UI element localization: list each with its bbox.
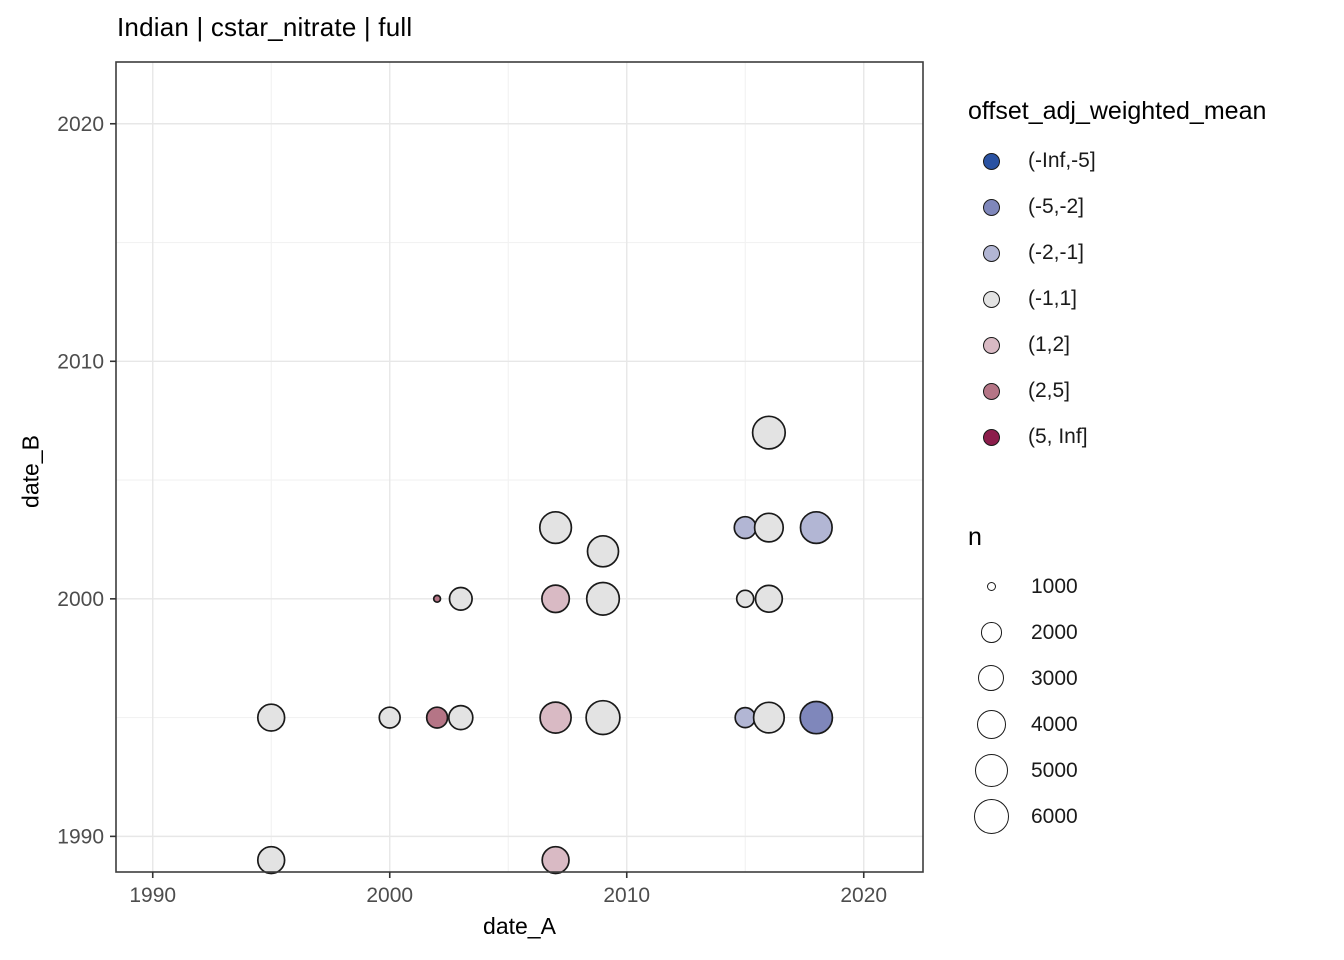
- legend-size-circle-icon: [976, 709, 1007, 740]
- size-legend-item: 3000: [968, 656, 1078, 702]
- legend-size-circle-icon: [973, 798, 1010, 835]
- data-point: [256, 703, 286, 732]
- data-point: [754, 584, 784, 614]
- legend-item-label: 4000: [1031, 713, 1078, 736]
- size-legend-item: 5000: [968, 748, 1078, 794]
- color-legend-item: (-1,1]: [968, 276, 1266, 322]
- data-point: [378, 706, 401, 729]
- legend-item-label: 5000: [1031, 759, 1078, 782]
- legend-item-label: (-Inf,-5]: [1028, 149, 1096, 172]
- data-point: [734, 706, 757, 729]
- data-point: [539, 701, 572, 734]
- legend-swatch-icon: [983, 244, 1000, 262]
- data-point: [735, 589, 755, 609]
- y-tick-label: 2000: [57, 588, 104, 611]
- legend-item-label: 3000: [1031, 667, 1078, 690]
- y-axis-title: date_B: [17, 435, 44, 508]
- y-tick-label: 2020: [57, 113, 104, 136]
- size-legend-items: 1000 2000 3000 4000 5000 6000: [968, 564, 1078, 840]
- legend-item-label: 2000: [1031, 621, 1078, 644]
- legend-size-circle-icon: [978, 665, 1005, 692]
- legend-size-circle-icon: [974, 753, 1009, 788]
- data-point: [538, 510, 573, 545]
- size-legend-item: 2000: [968, 610, 1078, 656]
- color-legend-item: (5, Inf]: [968, 414, 1266, 460]
- x-axis-title: date_A: [483, 913, 556, 939]
- color-legend-item: (-2,-1]: [968, 230, 1266, 276]
- color-legend-item: (1,2]: [968, 322, 1266, 368]
- legend-item-label: (-2,-1]: [1028, 241, 1085, 264]
- color-legend-title: offset_adj_weighted_mean: [968, 97, 1267, 125]
- size-legend: n 1000 2000 3000 4000 5000 6000: [968, 522, 1078, 840]
- tick-labels: 1990 2000 2010 2020 1990 2000 2010 2020: [57, 113, 887, 907]
- data-point: [753, 512, 785, 543]
- data-point: [752, 701, 786, 734]
- data-point: [799, 700, 834, 735]
- legend-swatch-icon: [983, 290, 1000, 308]
- legend-swatch-icon: [983, 382, 1000, 400]
- size-legend-title: n: [968, 523, 982, 551]
- axis-ticks: [110, 122, 865, 878]
- color-legend-item: (-5,-2]: [968, 184, 1266, 230]
- legend-item-label: (-1,1]: [1028, 287, 1078, 310]
- x-tick-label: 2020: [840, 884, 887, 907]
- data-point: [447, 704, 474, 731]
- legend-swatch-icon: [983, 152, 1000, 170]
- data-point: [256, 845, 286, 875]
- legend-swatch-icon: [983, 336, 1000, 354]
- data-point: [448, 586, 473, 611]
- data-point: [432, 594, 442, 604]
- data-point: [751, 415, 787, 450]
- data-point: [425, 706, 449, 729]
- legend-item-label: (5, Inf]: [1028, 425, 1088, 448]
- legend-item-label: (1,2]: [1028, 333, 1071, 356]
- data-point: [585, 581, 621, 616]
- x-tick-label: 1990: [129, 884, 176, 907]
- data-point: [585, 699, 621, 736]
- y-tick-label: 1990: [57, 825, 104, 848]
- size-legend-item: 1000: [968, 564, 1078, 610]
- gridlines: [116, 62, 923, 872]
- color-legend-item: (2,5]: [968, 368, 1266, 414]
- data-point: [541, 584, 571, 614]
- data-points: [256, 415, 834, 875]
- legend-item-label: (-5,-2]: [1028, 195, 1085, 218]
- data-point: [799, 510, 833, 545]
- x-tick-label: 2010: [603, 884, 650, 907]
- size-legend-item: 6000: [968, 794, 1078, 840]
- y-tick-label: 2010: [57, 350, 104, 373]
- legend-item-label: (2,5]: [1028, 379, 1071, 402]
- legend-size-circle-icon: [981, 622, 1002, 643]
- legend-item-label: 6000: [1031, 805, 1078, 828]
- chart-title: Indian | cstar_nitrate | full: [117, 12, 413, 42]
- size-legend-item: 4000: [968, 702, 1078, 748]
- color-legend: offset_adj_weighted_mean (-Inf,-5] (-5,-2…: [968, 96, 1266, 460]
- legend-swatch-icon: [983, 198, 1000, 216]
- legend-item-label: 1000: [1031, 575, 1078, 598]
- data-point: [586, 534, 620, 568]
- color-legend-item: (-Inf,-5]: [968, 138, 1266, 184]
- panel-border: [115, 61, 924, 873]
- data-point: [541, 845, 570, 875]
- color-legend-items: (-Inf,-5] (-5,-2] (-2,-1] (-1,1] (1,2] (2,5] (…: [968, 138, 1266, 460]
- x-tick-label: 2000: [366, 884, 413, 907]
- legend-size-circle-icon: [986, 581, 997, 592]
- data-point: [733, 515, 757, 540]
- legend-swatch-icon: [983, 428, 1000, 446]
